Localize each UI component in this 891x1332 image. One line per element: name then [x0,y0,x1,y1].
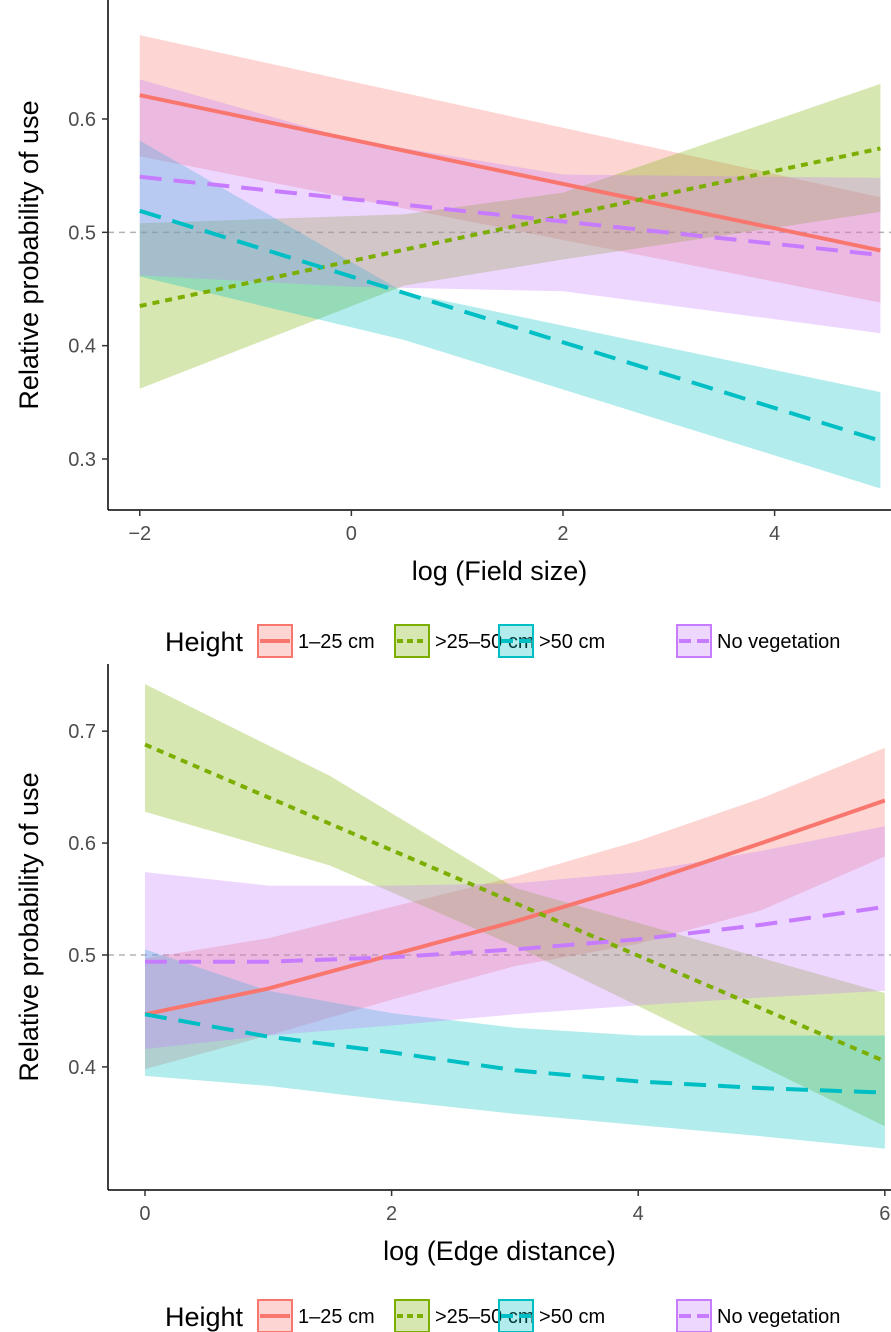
legend-label: 1–25 cm [298,1306,375,1328]
legend-item-4: No vegetation [676,1299,840,1332]
legend-item-2: >25–50 cm [394,624,535,658]
series-line-1 [139,93,881,253]
legend-label: >50 cm [539,631,605,653]
y-tick-label: 0.6 [68,833,96,855]
x-tick-label: 6 [879,1203,890,1225]
legend-item-4: No vegetation [676,624,840,658]
legend-item-3: >50 cm [498,1299,605,1332]
legend-item-2: >25–50 cm [394,1299,535,1332]
y-axis-title: Relative probability of use [14,772,44,1081]
series-line-3 [144,1012,885,1095]
x-tick-label: 2 [557,523,568,545]
legend-title: Height [165,627,244,657]
series-line-4 [144,904,886,964]
legend-item-3: >50 cm [498,624,605,658]
y-axis-title: Relative probability of use [14,100,44,409]
series-line-4 [139,174,881,257]
confidence-band-4 [144,826,885,1049]
legend-label: >25–50 cm [435,1306,535,1328]
series-line-2 [144,742,886,1064]
x-tick-label: 2 [386,1203,397,1225]
legend-title: Height [165,1302,244,1332]
series-line-3 [139,208,882,443]
bottom-legend: Height 1–25 cm >25–50 cm >50 cm No vegetatio… [165,1299,840,1332]
top-legend: Height 1–25 cm >25–50 cm >50 cm No vegetatio… [165,624,840,658]
legend-label: >50 cm [539,1306,605,1328]
y-tick-label: 0.3 [68,449,96,471]
confidence-band-3 [144,949,885,1149]
y-tick-label: 0.4 [68,1057,96,1079]
top-panel-field-size: 0.3 0.4 0.5 0.6 −2 0 2 4 log (Field size) Relativ… [14,0,891,586]
bottom-panel-edge-distance: 0.4 0.5 0.6 0.7 0 2 4 6 log (Edge distance) Relat… [14,664,891,1266]
x-tick-label: −2 [128,523,151,545]
confidence-band-1 [144,747,885,1070]
legend-label: 1–25 cm [298,631,375,653]
series-line-1 [144,798,886,1017]
x-axis-title: log (Edge distance) [383,1236,616,1266]
x-tick-label: 0 [346,523,357,545]
x-tick-label: 4 [633,1203,644,1225]
confidence-band-2 [144,684,885,1127]
legend-label: No vegetation [717,631,840,653]
y-tick-label: 0.6 [68,109,96,131]
y-tick-label: 0.7 [68,721,96,743]
x-tick-label: 4 [769,523,780,545]
y-tick-label: 0.5 [68,222,96,244]
y-tick-label: 0.5 [68,945,96,967]
x-tick-label: 0 [139,1203,150,1225]
confidence-band-2 [139,83,881,389]
confidence-band-4 [139,79,881,334]
legend-label: >25–50 cm [435,631,535,653]
series-line-2 [139,146,881,308]
y-tick-label: 0.4 [68,336,96,358]
x-axis-title: log (Field size) [412,556,588,586]
legend-label: No vegetation [717,1306,840,1328]
confidence-band-3 [139,140,881,489]
legend-item-1: 1–25 cm [257,624,375,658]
legend-item-1: 1–25 cm [257,1299,375,1332]
